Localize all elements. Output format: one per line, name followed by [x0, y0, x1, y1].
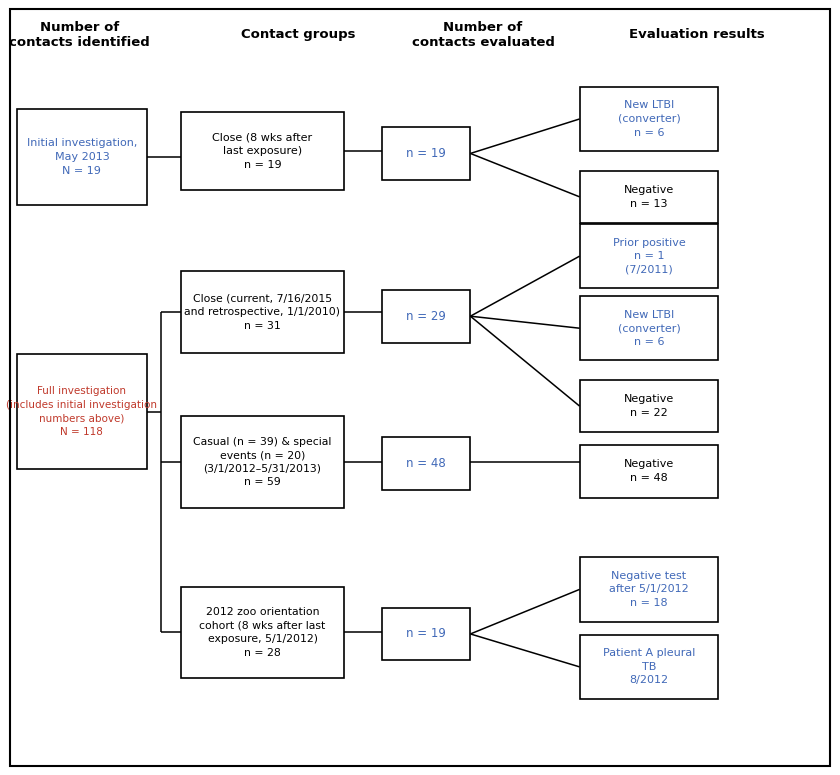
Text: Close (current, 7/16/2015
and retrospective, 1/1/2010)
n = 31: Close (current, 7/16/2015 and retrospect… — [185, 293, 340, 330]
FancyBboxPatch shape — [580, 557, 718, 622]
Text: 2012 zoo orientation
cohort (8 wks after last
exposure, 5/1/2012)
n = 28: 2012 zoo orientation cohort (8 wks after… — [199, 607, 326, 658]
Text: New LTBI
(converter)
n = 6: New LTBI (converter) n = 6 — [617, 309, 680, 347]
FancyBboxPatch shape — [382, 290, 470, 343]
Text: Negative
n = 13: Negative n = 13 — [624, 185, 674, 208]
FancyBboxPatch shape — [580, 224, 718, 288]
Text: Prior positive
n = 1
(7/2011): Prior positive n = 1 (7/2011) — [612, 237, 685, 275]
FancyBboxPatch shape — [382, 127, 470, 180]
Text: Close (8 wks after
last exposure)
n = 19: Close (8 wks after last exposure) n = 19 — [213, 133, 312, 170]
FancyBboxPatch shape — [580, 635, 718, 699]
FancyBboxPatch shape — [580, 296, 718, 360]
Text: Evaluation results: Evaluation results — [629, 29, 765, 41]
FancyBboxPatch shape — [580, 380, 718, 432]
FancyBboxPatch shape — [181, 112, 344, 190]
FancyBboxPatch shape — [181, 271, 344, 353]
Text: Casual (n = 39) & special
events (n = 20)
(3/1/2012–5/31/2013)
n = 59: Casual (n = 39) & special events (n = 20… — [193, 436, 332, 487]
Text: n = 19: n = 19 — [407, 147, 446, 160]
Text: Negative
n = 22: Negative n = 22 — [624, 394, 674, 418]
Text: n = 19: n = 19 — [407, 628, 446, 640]
FancyBboxPatch shape — [580, 445, 718, 498]
Text: Negative
n = 48: Negative n = 48 — [624, 460, 674, 483]
FancyBboxPatch shape — [181, 416, 344, 508]
FancyBboxPatch shape — [17, 109, 147, 205]
Text: Number of
contacts evaluated: Number of contacts evaluated — [412, 21, 554, 49]
Text: Full investigation
(includes initial investigation
numbers above)
N = 118: Full investigation (includes initial inv… — [7, 386, 157, 437]
FancyBboxPatch shape — [181, 587, 344, 678]
FancyBboxPatch shape — [382, 437, 470, 490]
Text: New LTBI
(converter)
n = 6: New LTBI (converter) n = 6 — [617, 100, 680, 138]
Text: n = 29: n = 29 — [407, 310, 446, 322]
Text: Patient A pleural
TB
8/2012: Patient A pleural TB 8/2012 — [603, 648, 695, 685]
Text: Initial investigation,
May 2013
N = 19: Initial investigation, May 2013 N = 19 — [27, 138, 137, 176]
Text: Negative test
after 5/1/2012
n = 18: Negative test after 5/1/2012 n = 18 — [609, 570, 689, 608]
FancyBboxPatch shape — [382, 608, 470, 660]
FancyBboxPatch shape — [17, 354, 147, 469]
FancyBboxPatch shape — [580, 87, 718, 151]
Text: n = 48: n = 48 — [407, 457, 446, 470]
Text: Number of
contacts identified: Number of contacts identified — [9, 21, 150, 49]
FancyBboxPatch shape — [580, 170, 718, 223]
Text: Contact groups: Contact groups — [241, 29, 355, 41]
